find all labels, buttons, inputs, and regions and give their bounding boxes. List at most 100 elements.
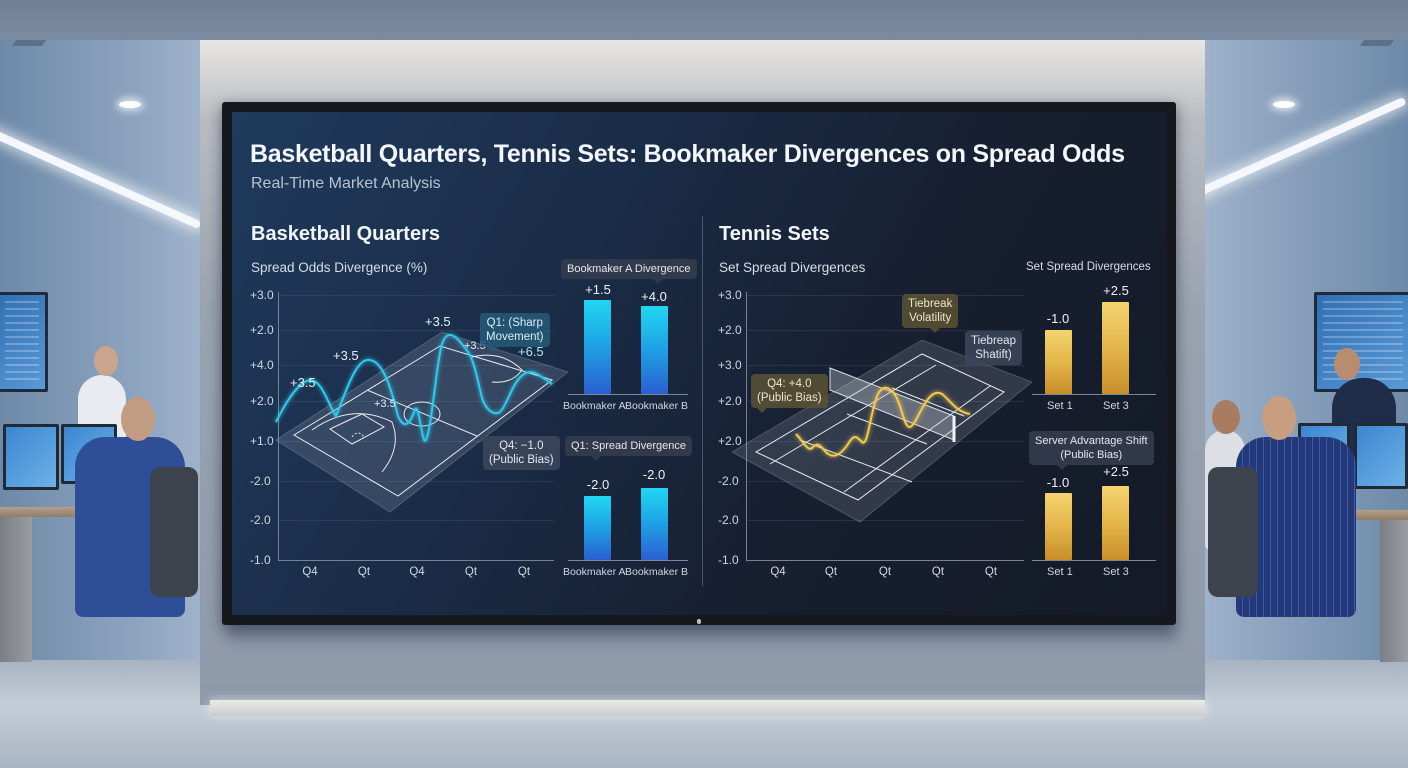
bar-category: Set 3 (1103, 566, 1129, 578)
office-person-head (94, 346, 118, 376)
gridline (748, 295, 1024, 296)
point-label: +6.5 (518, 344, 544, 359)
y-tick: -2.0 (718, 474, 739, 488)
office-chair (150, 467, 198, 597)
y-tick: +3.0 (718, 288, 742, 302)
bar-category: Bookmaker B (625, 566, 689, 578)
bar-value: +2.5 (1103, 464, 1129, 479)
bar-category: Set 1 (1047, 566, 1073, 578)
gridline (748, 401, 1024, 402)
q1-spread-divergence-title: Q1: Spread Divergence (565, 436, 692, 461)
basketball-chart-title: Spread Odds Divergence (%) (251, 260, 428, 275)
gridline (280, 330, 554, 331)
x-axis (746, 560, 1024, 561)
office-desk-cabinet (1380, 520, 1408, 662)
tennis-bar-chart-top: -1.0 +2.5 (1032, 283, 1160, 395)
y-tick: -2.0 (250, 513, 271, 527)
office-wall-monitor-left (0, 292, 48, 392)
tennis-section-title: Tennis Sets (719, 223, 830, 245)
office-desk-monitor (3, 424, 59, 490)
gridline (280, 295, 554, 296)
point-label: +3.5 (333, 348, 359, 363)
ceiling (0, 0, 1408, 40)
office-person-head (1334, 348, 1360, 380)
office-person-head (121, 397, 155, 441)
bar-category: Bookmaker A (563, 400, 626, 412)
y-tick: +4.0 (250, 358, 274, 372)
y-tick: +3.0 (250, 288, 274, 302)
gridline (280, 365, 554, 366)
baseboard-light (210, 700, 1205, 716)
floor-front (0, 716, 1408, 768)
x-tick: Qt (931, 566, 945, 578)
y-tick: -1.0 (250, 553, 271, 567)
gridline (748, 365, 1024, 366)
bar-value: -2.0 (642, 467, 666, 482)
basketball-bar-chart-bottom: -2.0 -2.0 (562, 467, 690, 561)
public-bias-callout: Q4: +4.0 (Public Bias) (751, 374, 828, 413)
bar-bookmaker-a (584, 300, 611, 394)
bar-baseline (568, 394, 688, 395)
x-tick: Qt (464, 566, 478, 578)
section-divider (702, 216, 703, 586)
x-axis (278, 560, 554, 561)
tiebreap-callout: Tiebreap Shatift) (965, 331, 1022, 365)
bar-value: +4.0 (641, 289, 667, 304)
bar-set-3 (1102, 486, 1129, 560)
x-tick: Qt (878, 566, 892, 578)
x-tick: Q4 (302, 566, 318, 578)
bar-value: +1.5 (585, 282, 611, 297)
bar-baseline (1032, 394, 1156, 395)
y-axis (746, 292, 747, 561)
y-tick: +2.0 (250, 323, 274, 337)
x-tick: Qt (984, 566, 998, 578)
x-tick: Q4 (770, 566, 786, 578)
bar-bookmaker-b (641, 488, 668, 560)
bar-value: -2.0 (586, 477, 610, 492)
y-tick: +2.0 (718, 434, 742, 448)
gridline (280, 520, 554, 521)
point-label: +3.5 (374, 398, 396, 410)
x-tick: Qt (517, 566, 531, 578)
y-axis (278, 292, 279, 561)
y-tick: +1.0 (250, 434, 274, 448)
bar-value: -1.0 (1046, 475, 1070, 490)
ceiling-vent-left (11, 40, 47, 46)
bookmaker-a-divergence-title: Bookmaker A Divergence (561, 259, 697, 284)
server-advantage-shift-title: Server Advantage Shift (Public Bias) (1029, 431, 1154, 470)
bar-bookmaker-a (584, 496, 611, 560)
bar-baseline (568, 560, 688, 561)
bar-category: Set 3 (1103, 400, 1129, 412)
office-desk (0, 507, 120, 517)
basketball-court-and-line (275, 331, 570, 513)
bar-value: -1.0 (1046, 311, 1070, 326)
downlight-right (1273, 101, 1295, 108)
basketball-bar-chart-top: +1.5 +4.0 (562, 282, 690, 395)
office-chair (1208, 467, 1258, 597)
gridline (748, 441, 1024, 442)
bar-value: +2.5 (1103, 283, 1129, 298)
y-tick: +3.0 (718, 358, 742, 372)
point-label: +3.5 (425, 314, 451, 329)
gridline (748, 330, 1024, 331)
gridline (280, 441, 554, 442)
y-tick: +2.0 (718, 323, 742, 337)
bar-set-1 (1045, 330, 1072, 394)
bar-category: Set 1 (1047, 400, 1073, 412)
public-bias-callout: Q4: −1.0 (Public Bias) (483, 436, 560, 470)
bar-bookmaker-b (641, 306, 668, 394)
bar-set-3 (1102, 302, 1129, 394)
gridline (748, 520, 1024, 521)
x-tick: Qt (357, 566, 371, 578)
y-tick: -2.0 (718, 513, 739, 527)
office-person-head (1262, 396, 1296, 440)
office-wall-monitor-right (1314, 292, 1408, 392)
ceiling-vent-right (1359, 40, 1395, 46)
downlight-left (119, 101, 141, 108)
tv-power-led (697, 619, 701, 624)
gridline (280, 401, 554, 402)
bar-category: Bookmaker A (563, 566, 626, 578)
page-title: Basketball Quarters, Tennis Sets: Bookma… (250, 140, 1125, 168)
set-spread-divergences-title: Set Spread Divergences (1026, 261, 1151, 273)
x-tick: Q4 (409, 566, 425, 578)
